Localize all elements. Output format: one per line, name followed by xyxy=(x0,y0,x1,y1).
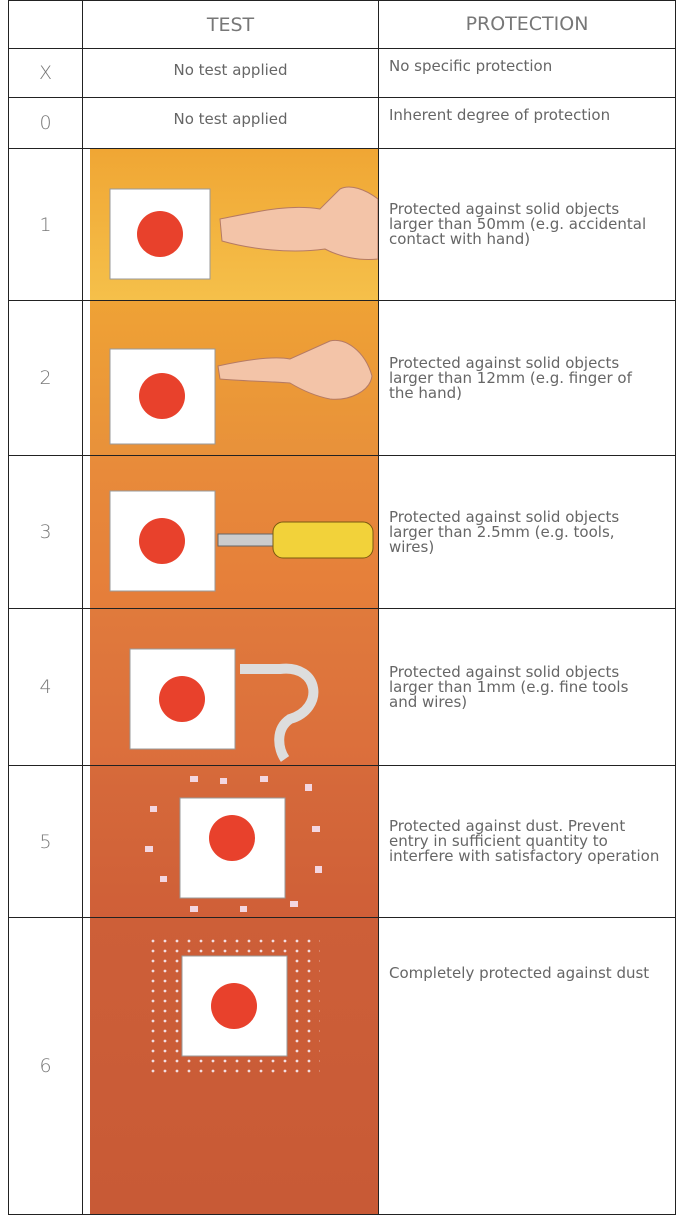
protection: Protected against solid objects larger t… xyxy=(378,300,676,455)
illustration xyxy=(89,149,378,300)
code: 2 xyxy=(8,300,82,455)
header-test: TEST xyxy=(82,0,378,48)
illustration xyxy=(89,301,378,455)
code: 3 xyxy=(8,455,82,608)
protection: Inherent degree of protection xyxy=(378,97,676,148)
test: No test applied xyxy=(82,48,378,97)
header-blank xyxy=(8,0,82,48)
code: 5 xyxy=(8,765,82,917)
illustration xyxy=(89,456,378,608)
illustration xyxy=(89,918,378,1214)
code: X xyxy=(8,48,82,97)
code: 6 xyxy=(8,917,82,1214)
test-illustration xyxy=(82,455,378,608)
test-illustration xyxy=(82,917,378,1214)
header-protection: PROTECTION xyxy=(378,0,676,48)
test-illustration xyxy=(82,765,378,917)
test-illustration xyxy=(82,608,378,765)
code: 4 xyxy=(8,608,82,765)
table-bottom xyxy=(8,1214,676,1215)
protection: No specific protection xyxy=(378,48,676,97)
protection: Protected against solid objects larger t… xyxy=(378,455,676,608)
protection: Protected against solid objects larger t… xyxy=(378,148,676,300)
illustration xyxy=(89,766,378,917)
test-illustration xyxy=(82,300,378,455)
code: 1 xyxy=(8,148,82,300)
code: 0 xyxy=(8,97,82,148)
protection: Protected against dust. Prevent entry in… xyxy=(378,765,676,917)
protection: Protected against solid objects larger t… xyxy=(378,608,676,765)
protection: Completely protected against dust xyxy=(378,917,676,1214)
test: No test applied xyxy=(82,97,378,148)
test-illustration xyxy=(82,148,378,300)
illustration xyxy=(89,609,378,765)
